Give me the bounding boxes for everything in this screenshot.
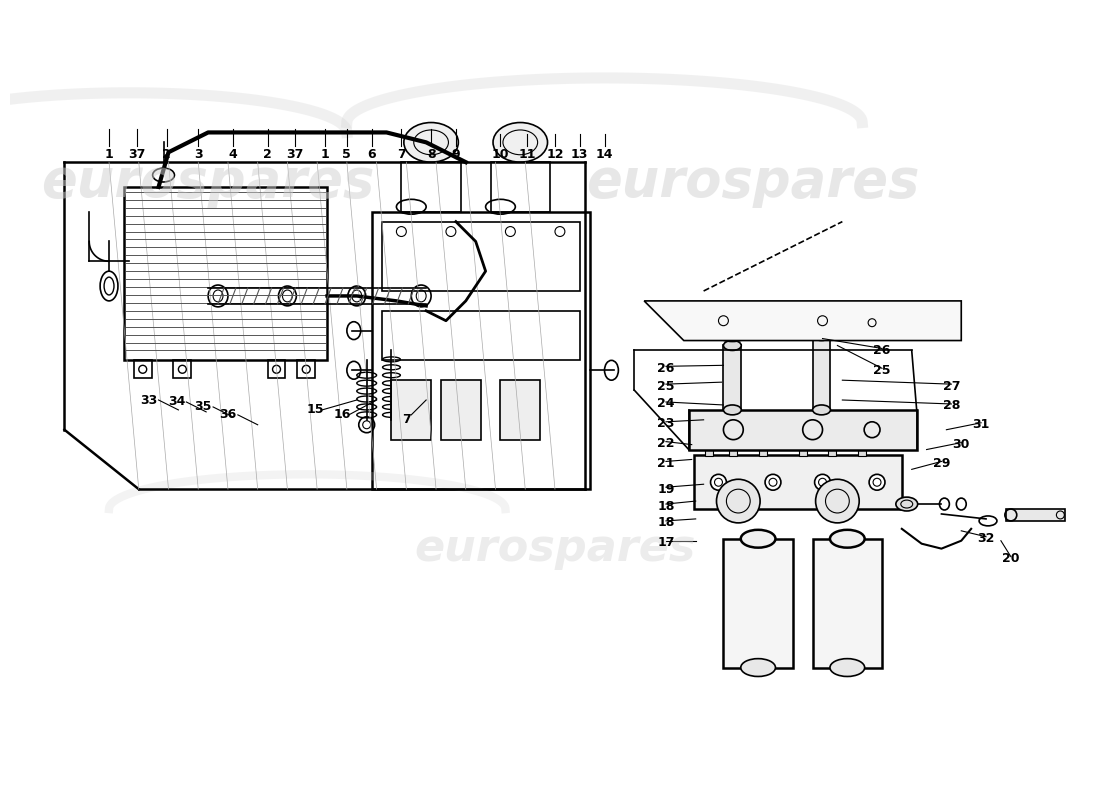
Bar: [491, 162, 550, 212]
Text: eurospares: eurospares: [586, 156, 920, 208]
Text: 37: 37: [128, 148, 145, 161]
Text: 4: 4: [229, 148, 238, 161]
Text: 19: 19: [658, 482, 674, 496]
Text: 25: 25: [657, 380, 674, 393]
Text: 20: 20: [1002, 552, 1020, 565]
Bar: [828, 442, 836, 457]
Text: 7: 7: [402, 414, 410, 426]
Text: 36: 36: [219, 408, 236, 422]
Text: 11: 11: [518, 148, 536, 161]
Text: 14: 14: [596, 148, 614, 161]
Ellipse shape: [830, 658, 865, 677]
Text: eurospares: eurospares: [415, 527, 695, 570]
Text: 1: 1: [104, 148, 113, 161]
Text: 22: 22: [657, 437, 674, 450]
Ellipse shape: [830, 530, 865, 548]
Text: 29: 29: [933, 457, 950, 470]
Text: 26: 26: [658, 362, 674, 374]
Text: 30: 30: [953, 438, 970, 451]
Ellipse shape: [813, 330, 830, 341]
Text: 23: 23: [658, 418, 674, 430]
Text: 34: 34: [167, 395, 185, 409]
Text: 16: 16: [333, 408, 351, 422]
Bar: [267, 360, 285, 378]
Text: eurospares: eurospares: [42, 156, 375, 208]
Text: 21: 21: [657, 457, 674, 470]
Ellipse shape: [723, 318, 743, 324]
Text: 28: 28: [943, 399, 960, 413]
Text: 27: 27: [943, 380, 960, 393]
Text: 26: 26: [873, 344, 891, 357]
Bar: [799, 442, 806, 457]
Bar: [724, 538, 793, 667]
Bar: [729, 442, 737, 457]
Text: 35: 35: [195, 401, 212, 414]
Bar: [689, 410, 916, 450]
Bar: [705, 442, 713, 457]
Text: 33: 33: [140, 394, 157, 406]
Bar: [759, 442, 767, 457]
Text: 37: 37: [287, 148, 304, 161]
Circle shape: [815, 479, 859, 523]
Bar: [382, 222, 580, 291]
Ellipse shape: [724, 341, 741, 350]
Bar: [813, 538, 882, 667]
Bar: [382, 311, 580, 360]
Ellipse shape: [740, 530, 776, 548]
Bar: [694, 454, 902, 509]
Ellipse shape: [493, 122, 548, 162]
Bar: [500, 380, 540, 440]
Ellipse shape: [895, 497, 917, 511]
Circle shape: [711, 474, 726, 490]
Text: 13: 13: [571, 148, 588, 161]
Text: 32: 32: [978, 532, 994, 546]
Bar: [813, 335, 830, 410]
Text: 6: 6: [367, 148, 376, 161]
Text: 5: 5: [342, 148, 351, 161]
Polygon shape: [645, 301, 961, 341]
Text: 18: 18: [658, 516, 674, 530]
Bar: [297, 360, 316, 378]
Text: 18: 18: [658, 499, 674, 513]
Text: 17: 17: [657, 536, 674, 549]
Bar: [392, 380, 431, 440]
Text: 31: 31: [972, 418, 990, 431]
Text: 2: 2: [263, 148, 272, 161]
Ellipse shape: [740, 658, 776, 677]
Ellipse shape: [813, 405, 830, 415]
Bar: [858, 442, 866, 457]
Text: 1: 1: [321, 148, 329, 161]
Bar: [134, 360, 152, 378]
Circle shape: [869, 474, 886, 490]
Text: 24: 24: [657, 398, 674, 410]
Circle shape: [815, 474, 830, 490]
Bar: [724, 346, 741, 410]
Bar: [441, 380, 481, 440]
Text: 8: 8: [427, 148, 436, 161]
Text: 2: 2: [162, 148, 170, 161]
Text: 25: 25: [873, 364, 891, 377]
Text: 3: 3: [194, 148, 202, 161]
Bar: [372, 212, 590, 489]
Text: 7: 7: [397, 148, 406, 161]
Bar: [174, 360, 191, 378]
Text: 9: 9: [452, 148, 460, 161]
Bar: [124, 187, 327, 360]
Text: 10: 10: [492, 148, 509, 161]
Text: 15: 15: [307, 403, 323, 417]
Circle shape: [716, 479, 760, 523]
Ellipse shape: [404, 122, 459, 162]
Bar: [1005, 509, 1065, 521]
Circle shape: [766, 474, 781, 490]
Text: 12: 12: [547, 148, 563, 161]
Bar: [402, 162, 461, 212]
Ellipse shape: [724, 405, 741, 415]
